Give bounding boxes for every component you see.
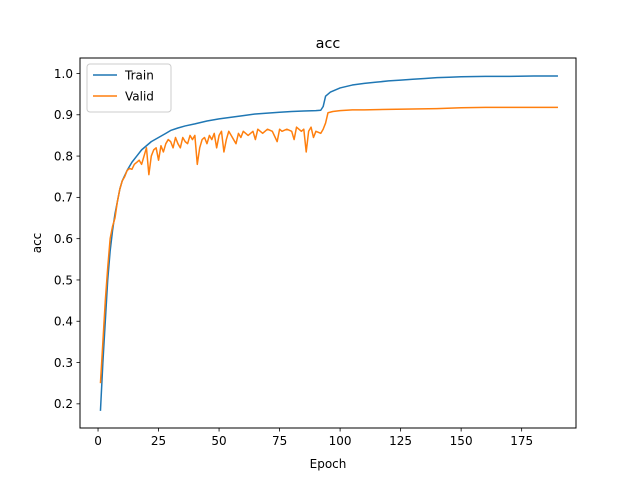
y-tick-label: 0.8 (54, 149, 73, 163)
legend-box (86, 63, 172, 113)
legend-label: Train (124, 69, 154, 83)
y-tick-label: 0.7 (54, 191, 73, 205)
y-tick-label: 0.4 (54, 315, 73, 329)
chart-title: acc (316, 36, 341, 52)
x-tick-label: 0 (94, 434, 102, 448)
y-tick-label: 0.6 (54, 232, 73, 246)
x-tick-label: 125 (389, 434, 412, 448)
y-axis-label: acc (30, 233, 44, 254)
y-tick-label: 0.2 (54, 397, 73, 411)
legend: Train Valid (86, 63, 172, 113)
x-tick-label: 100 (329, 434, 352, 448)
plot-frame (79, 57, 577, 429)
y-tick-label: 1.0 (54, 67, 73, 81)
y-axis: 0.2 0.3 0.4 0.5 0.6 0.7 0.8 0.9 1.0 (54, 67, 80, 411)
legend-label: Valid (125, 90, 154, 104)
x-axis-label: Epoch (310, 457, 347, 471)
x-axis: 0 25 50 75 100 125 150 175 (94, 428, 533, 448)
y-tick-label: 0.5 (54, 273, 73, 287)
x-tick-label: 50 (211, 434, 226, 448)
y-tick-label: 0.3 (54, 356, 73, 370)
series-line-valid (99, 106, 558, 384)
x-tick-label: 25 (151, 434, 166, 448)
plot-area (79, 57, 577, 429)
y-tick-label: 0.9 (54, 108, 73, 122)
x-tick-label: 75 (272, 434, 287, 448)
series-layer (99, 75, 558, 411)
x-tick-label: 150 (450, 434, 473, 448)
x-tick-label: 175 (510, 434, 533, 448)
